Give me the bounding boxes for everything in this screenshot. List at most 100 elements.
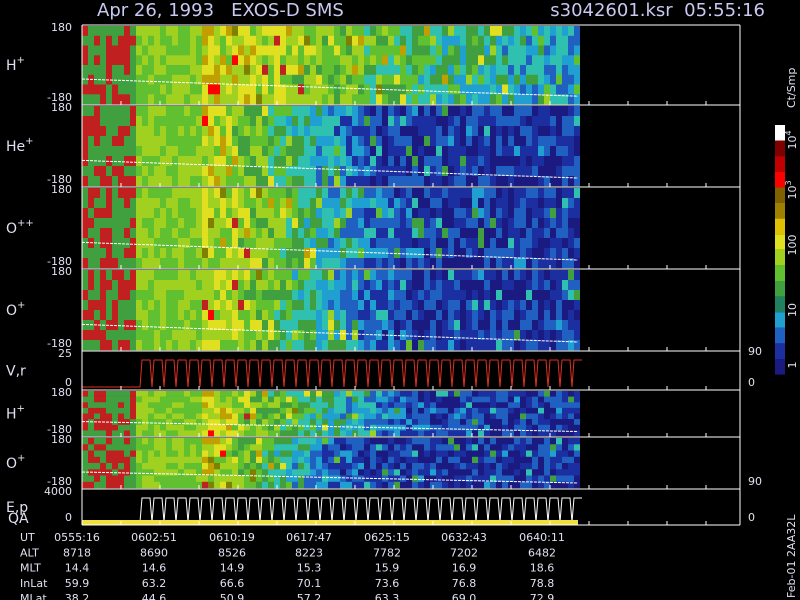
row-value: 0555:16 [54, 531, 100, 544]
spectrogram-cell [550, 218, 556, 229]
spectrogram-cell [130, 35, 136, 46]
row-value: 38.2 [65, 592, 90, 600]
spectrogram-cell [466, 116, 472, 127]
spectrogram-cell [502, 320, 508, 331]
spectrogram-cell [502, 136, 508, 147]
spectrograms [81, 26, 582, 525]
spectrogram-cell [238, 248, 244, 259]
spectrogram-cell [454, 218, 460, 229]
spectrogram-cell [448, 106, 454, 117]
spectrogram-cell [478, 176, 484, 187]
spectrogram-cell [394, 176, 400, 187]
spectrogram-cell [412, 188, 418, 199]
spectrogram-cell [442, 444, 448, 451]
spectrogram-cell [352, 26, 358, 37]
spectrogram-cell [508, 320, 514, 331]
spectrogram-cell [316, 166, 322, 177]
spectrogram-cell [394, 424, 400, 431]
spectrogram-cell [316, 444, 322, 451]
spectrogram-cell [328, 136, 334, 147]
spectrogram-cell [418, 228, 424, 239]
spectrogram-cell [574, 136, 580, 147]
spectrogram-cell [202, 396, 208, 403]
row-name: MLT [20, 562, 41, 575]
spectrogram-cell [466, 188, 472, 199]
spectrogram-cell [178, 402, 184, 409]
spectrogram-cell [424, 419, 430, 425]
spectrogram-cell [304, 424, 310, 431]
spectrogram-cell [520, 258, 526, 269]
spectrogram-cell [88, 198, 94, 209]
spectrogram-cell [322, 396, 328, 403]
spectrogram-cell [124, 238, 130, 249]
spectrogram-cell [154, 55, 160, 66]
spectrogram-cell [304, 402, 310, 409]
spectrogram-cell [388, 430, 394, 437]
spectrogram-cell [340, 280, 346, 291]
spectrogram-cell [448, 444, 454, 451]
spectrogram-cell [376, 106, 382, 117]
spectrogram-cell [388, 176, 394, 187]
spectrogram-cell [568, 136, 574, 147]
spectrogram-cell [214, 146, 220, 157]
spectrogram-cell [478, 469, 484, 476]
spectrogram-cell [160, 35, 166, 46]
spectrogram-cell [400, 126, 406, 137]
spectrogram-cell [508, 475, 514, 482]
spectrogram-cell [124, 228, 130, 239]
spectrogram-cell [556, 238, 562, 249]
spectrogram-cell [466, 35, 472, 46]
spectrogram-cell [568, 391, 574, 397]
spectrogram-cell [256, 35, 262, 46]
spectrogram-cell [154, 407, 160, 414]
spectrogram-cell [394, 280, 400, 291]
spectrogram-cell [346, 248, 352, 259]
spectrogram-cell [322, 413, 328, 420]
spectrogram-cell [280, 45, 286, 56]
spectrogram-cell [574, 248, 580, 259]
spectrogram-cell [388, 188, 394, 199]
spectrogram-cell [154, 238, 160, 249]
spectrogram-cell [172, 136, 178, 147]
spectrogram-cell [340, 320, 346, 331]
spectrogram-cell [208, 450, 214, 457]
colorbar-label: 100 [786, 235, 799, 256]
spectrogram-cell [304, 176, 310, 187]
spectrogram-cell [496, 444, 502, 451]
spectrogram-cell [202, 208, 208, 219]
spectrogram-cell [472, 248, 478, 259]
spectrogram-cell [346, 280, 352, 291]
row-value: 70.1 [297, 577, 322, 590]
colorbar-swatch [775, 218, 785, 235]
spectrogram-cell [142, 456, 148, 464]
spectrogram-cell [100, 248, 106, 259]
spectrogram-cell [304, 156, 310, 167]
spectrogram-cell [556, 475, 562, 482]
spectrogram-cell [166, 218, 172, 229]
spectrogram-cell [196, 469, 202, 476]
spectrogram-cell [568, 126, 574, 137]
spectrogram-cell [250, 469, 256, 476]
spectrogram-cell [190, 481, 196, 489]
spectrogram-cell [442, 320, 448, 331]
spectrogram-cell [166, 310, 172, 321]
spectrogram-cell [196, 198, 202, 209]
spectrogram-cell [526, 55, 532, 66]
spectrogram-cell [238, 270, 244, 281]
spectrogram-cell [520, 463, 526, 470]
spectrogram-cell [112, 402, 118, 409]
spectrogram-cell [106, 156, 112, 167]
spectrogram-cell [208, 218, 214, 229]
spectrogram-cell [154, 176, 160, 187]
spectrogram-cell [208, 330, 214, 341]
spectrogram-cell [346, 481, 352, 489]
spectrogram-cell [280, 340, 286, 351]
spectrogram-cell [538, 106, 544, 117]
spectrogram-cell [268, 55, 274, 66]
spectrogram-cell [430, 166, 436, 177]
spectrogram-cell [358, 116, 364, 127]
spectrogram-cell [202, 475, 208, 482]
spectrogram-cell [136, 176, 142, 187]
y-tick-label: 180 [51, 21, 72, 34]
spectrogram-cell [262, 84, 268, 95]
